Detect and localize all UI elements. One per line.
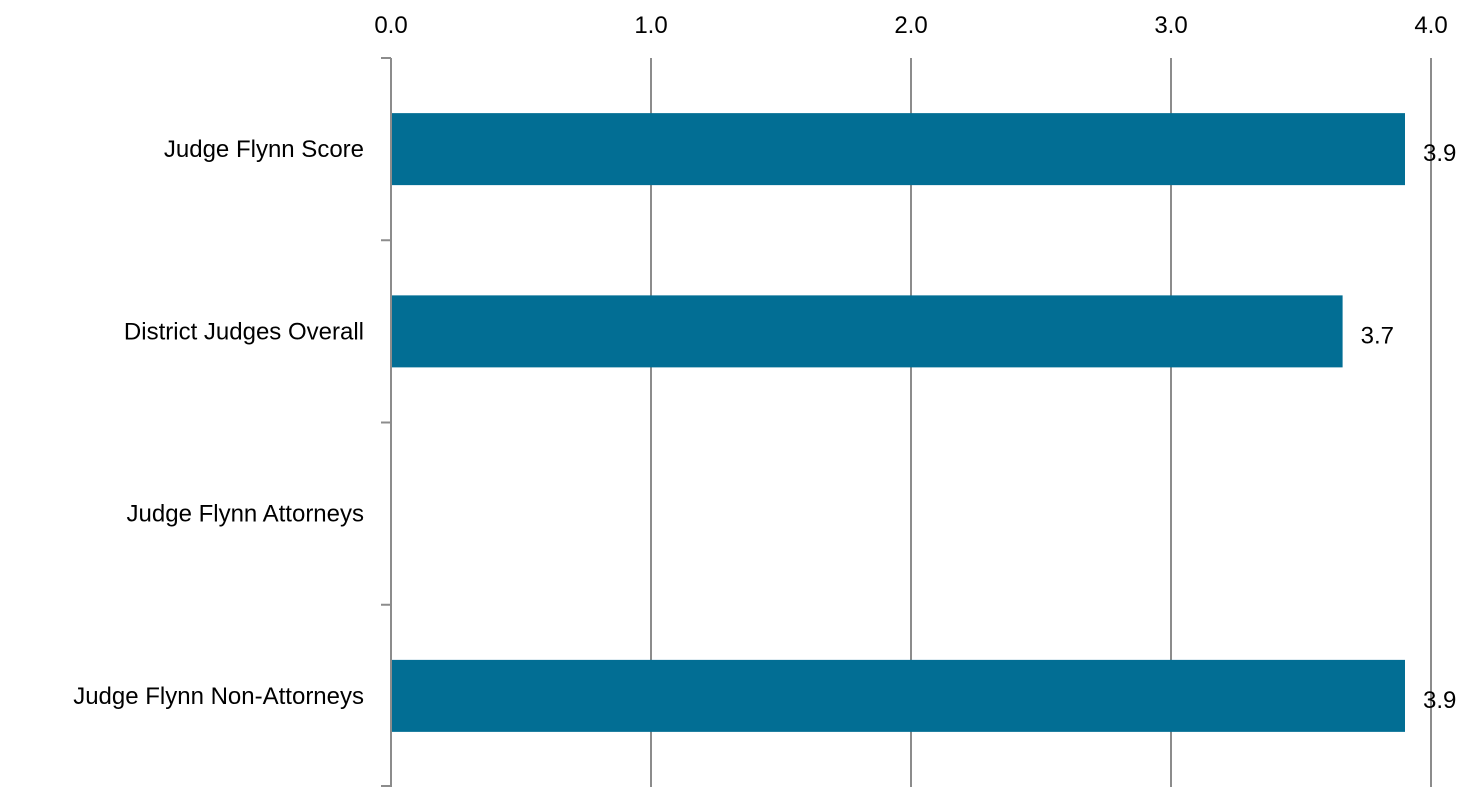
category-labels: Judge Flynn Score District Judges Overall… xyxy=(73,136,364,710)
value-label: 3.9 xyxy=(1423,687,1456,714)
value-label: 3.9 xyxy=(1423,140,1456,167)
bar xyxy=(391,113,1405,186)
x-tick-label: 0.0 xyxy=(374,12,407,39)
x-tick-label: 2.0 xyxy=(894,12,927,39)
x-axis-ticks: 0.0 1.0 2.0 3.0 4.0 xyxy=(374,12,1447,39)
bars xyxy=(391,113,1405,732)
category-label: Judge Flynn Attorneys xyxy=(127,501,364,528)
bar xyxy=(391,295,1343,368)
bar xyxy=(391,659,1405,732)
value-label: 3.7 xyxy=(1361,322,1394,349)
x-tick-label: 1.0 xyxy=(634,12,667,39)
category-label: District Judges Overall xyxy=(124,318,364,345)
value-labels: 3.9 3.7 3.9 xyxy=(1361,140,1457,714)
x-tick-label: 3.0 xyxy=(1154,12,1187,39)
x-tick-label: 4.0 xyxy=(1414,12,1447,39)
category-label: Judge Flynn Non-Attorneys xyxy=(73,683,364,710)
category-label: Judge Flynn Score xyxy=(164,136,364,163)
